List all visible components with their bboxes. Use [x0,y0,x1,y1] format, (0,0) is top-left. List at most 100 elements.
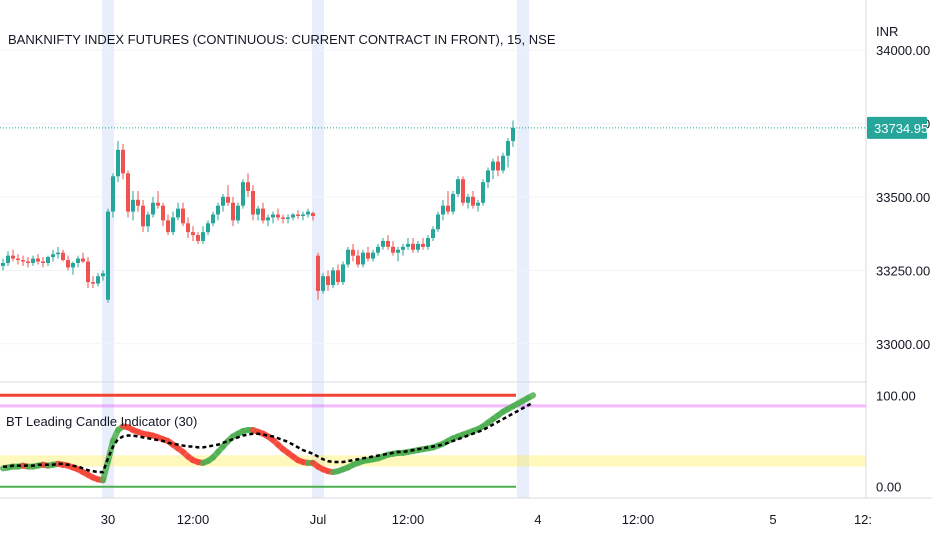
candle-body [236,205,240,221]
candle-body [161,205,165,221]
candle-body [251,191,255,215]
candle-body [221,196,225,206]
candle-body [186,223,190,233]
indicator-tick-label: 0.00 [876,480,901,495]
last-price-value: 33734.95 [874,121,928,136]
oscillator-segment [105,438,116,465]
candle-body [106,211,110,300]
candle-body [141,205,145,227]
overbought-zone [0,404,866,408]
candle-body [341,264,345,283]
candle-body [61,252,65,261]
candle-body [16,258,20,261]
candle-body [241,182,245,206]
candle-body [471,196,475,206]
candle-body [381,240,385,247]
candle-body [201,232,205,241]
time-tick-label: 5 [769,512,776,527]
time-axis[interactable]: 30 12:00 Jul 12:00 4 12:00 5 12: [101,512,872,527]
time-tick-label: 12:00 [622,512,655,527]
price-axis[interactable]: 34000.0033750.0033500.0033250.0033000.00… [876,43,930,495]
candle-body [351,249,355,256]
candle-body [176,208,180,218]
candle-body [136,199,140,206]
session-band [312,0,324,498]
oscillator-segment [100,458,111,484]
candle-body [281,217,285,219]
candle-body [46,257,50,263]
candle-body [461,179,465,203]
candle-body [51,254,55,258]
candle-body [11,255,15,259]
currency-label: INR [876,24,898,39]
candle-body [411,243,415,250]
candle-body [306,211,310,215]
candle-body [401,246,405,250]
candle-body [91,282,95,284]
candle-body [386,240,390,247]
time-tick-label: 30 [101,512,115,527]
candle-body [121,149,125,174]
candle-body [76,258,80,263]
candle-body [271,214,275,218]
candle-body [151,202,155,215]
candle-body [491,161,495,171]
candle-body [376,246,380,253]
candle-body [266,217,270,221]
candle-body [496,161,500,171]
candle-body [406,243,410,247]
candle-body [211,214,215,224]
candle-body [101,273,105,277]
candle-body [506,141,510,156]
candle-body [256,208,260,215]
candle-body [431,229,435,239]
candle-body [216,205,220,215]
candle-body [261,208,265,221]
candle-body [286,217,290,219]
candle-body [276,214,280,218]
candle-body [6,255,10,263]
candle-body [446,205,450,212]
candle-body [301,214,305,216]
candle-body [41,261,45,263]
last-price-badge [867,116,927,139]
candle-body [481,182,485,203]
candle-body [321,276,325,291]
candle-body [331,270,335,286]
candle-body [436,214,440,230]
candle-body [156,202,160,206]
candle-body [421,243,425,247]
indicator-tick-label: 100.00 [876,388,916,403]
candle-body [391,246,395,253]
candle-body [291,214,295,218]
time-tick-label: 12:00 [177,512,210,527]
candle-body [396,249,400,253]
candle-body [146,214,150,227]
candle-body [296,214,300,216]
candle-body [71,262,75,268]
candle-body [111,176,115,212]
candle-body [311,213,315,216]
candle-body [231,202,235,221]
candle-body [361,252,365,265]
candle-body [326,276,330,286]
candle-body [166,220,170,233]
candle-body [131,199,135,212]
candle-body [511,127,515,142]
indicator-title: BT Leading Candle Indicator (30) [6,414,197,429]
candle-body [206,223,210,233]
candle-body [456,179,460,194]
candle-body [486,170,490,183]
candle-body [86,261,90,283]
time-tick-label: Jul [310,512,327,527]
candle-body [171,217,175,233]
candle-body [346,249,350,265]
price-pane[interactable] [0,49,866,345]
time-tick-label: 12: [854,512,872,527]
candle-body [501,155,505,171]
candle-body [191,232,195,236]
candle-body [371,252,375,259]
candle-body [356,255,360,265]
indicator-pane[interactable] [0,392,866,488]
